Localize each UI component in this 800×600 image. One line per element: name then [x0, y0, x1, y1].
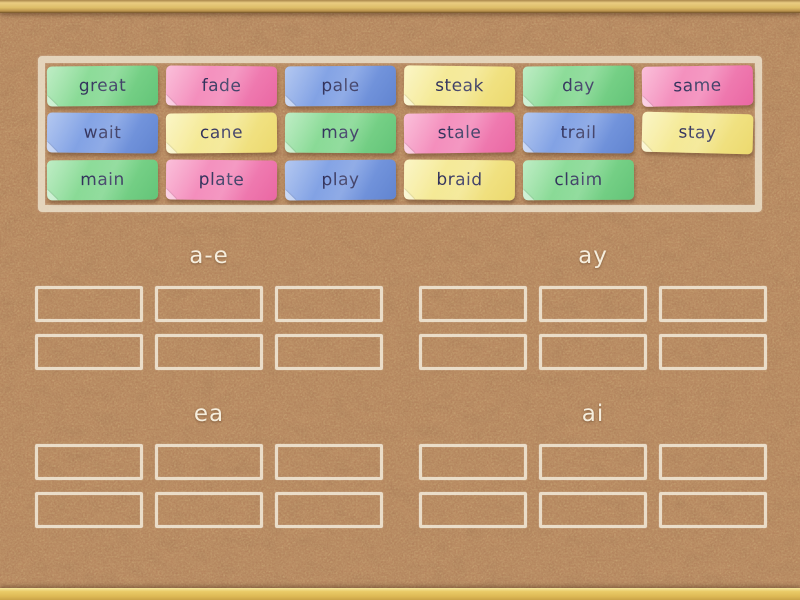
word-card-label: cane [199, 122, 244, 144]
word-card[interactable]: may [284, 112, 397, 154]
answer-slot[interactable] [275, 334, 383, 370]
word-card[interactable]: great [46, 65, 159, 107]
answer-slot[interactable] [659, 334, 767, 370]
word-card[interactable]: stale [403, 112, 516, 154]
word-card-label: may [321, 122, 360, 144]
word-card-label: play [321, 169, 360, 191]
group-label: ea [193, 401, 225, 427]
answer-slot[interactable] [419, 334, 527, 370]
word-card-label: braid [436, 169, 483, 191]
group-slots [415, 444, 771, 528]
word-card-label: wait [83, 122, 122, 144]
word-card[interactable]: pale [284, 65, 397, 107]
group-slots [31, 444, 387, 528]
word-card-label: fade [201, 75, 242, 97]
word-card[interactable]: trail [522, 112, 635, 154]
answer-slot[interactable] [35, 444, 143, 480]
word-card[interactable]: stay [641, 111, 754, 155]
word-card-label: pale [321, 75, 360, 97]
word-card[interactable]: wait [46, 112, 159, 154]
answer-slot[interactable] [35, 492, 143, 528]
group-label: ay [578, 243, 608, 269]
answer-slot[interactable] [155, 444, 263, 480]
answer-slot[interactable] [155, 334, 263, 370]
word-card-label: day [562, 75, 595, 97]
answer-slot[interactable] [275, 444, 383, 480]
wood-frame-bottom [0, 588, 800, 600]
card-tray-grid: great fade pale steak day same wait cane may stal… [45, 63, 755, 201]
word-card-label: plate [198, 169, 245, 191]
word-card-label: claim [554, 169, 603, 191]
answer-slot[interactable] [35, 286, 143, 322]
answer-slot[interactable] [275, 286, 383, 322]
answer-slot[interactable] [659, 286, 767, 322]
answer-slot[interactable] [659, 492, 767, 528]
word-card[interactable]: claim [522, 159, 635, 201]
answer-slot[interactable] [539, 492, 647, 528]
answer-slot[interactable] [419, 444, 527, 480]
word-card-label: great [78, 75, 127, 97]
group-a-e: a-e [31, 242, 387, 370]
word-card[interactable]: braid [403, 159, 516, 201]
word-card[interactable]: steak [403, 65, 516, 107]
group-label: a-e [189, 243, 229, 269]
word-card[interactable]: main [46, 159, 159, 201]
word-card-label: stay [678, 122, 717, 144]
answer-slot[interactable] [659, 444, 767, 480]
answer-slot[interactable] [539, 334, 647, 370]
answer-slot[interactable] [419, 492, 527, 528]
group-ai: ai [415, 400, 771, 528]
group-slots [31, 286, 387, 370]
word-card[interactable]: cane [165, 112, 278, 154]
group-label: ai [581, 401, 605, 427]
word-card[interactable]: plate [165, 159, 278, 201]
word-card[interactable]: same [641, 65, 754, 107]
answer-slot[interactable] [155, 286, 263, 322]
answer-slot[interactable] [539, 286, 647, 322]
word-card[interactable]: day [522, 65, 635, 107]
word-card-label: steak [435, 75, 484, 97]
answer-slot[interactable] [35, 334, 143, 370]
answer-slot[interactable] [419, 286, 527, 322]
word-card-label: stale [437, 122, 482, 144]
answer-slot[interactable] [539, 444, 647, 480]
word-card-label: main [80, 169, 125, 191]
answer-slot[interactable] [155, 492, 263, 528]
word-card-label: same [673, 75, 722, 97]
group-ea: ea [31, 400, 387, 528]
group-ay: ay [415, 242, 771, 370]
word-card-label: trail [560, 122, 597, 144]
wood-frame-top [0, 0, 800, 13]
card-tray: great fade pale steak day same wait cane may stal… [38, 56, 762, 212]
word-card[interactable]: fade [165, 65, 278, 107]
word-card[interactable]: play [284, 159, 397, 201]
answer-slot[interactable] [275, 492, 383, 528]
group-slots [415, 286, 771, 370]
